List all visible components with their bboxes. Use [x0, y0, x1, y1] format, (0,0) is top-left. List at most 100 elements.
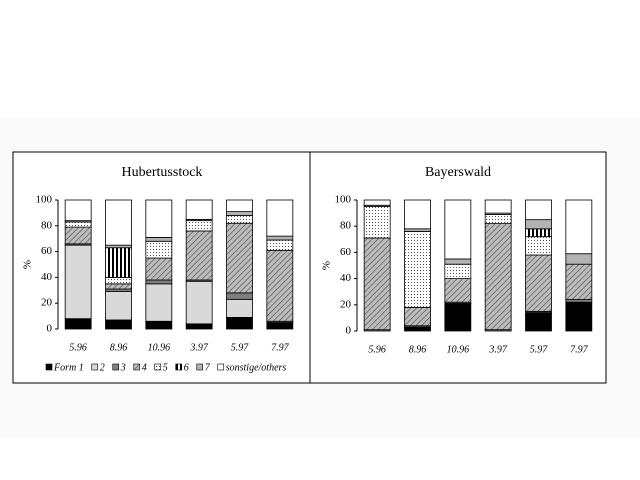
x-tick-label: 5.96: [368, 344, 386, 355]
bar-segment: [266, 239, 294, 251]
x-tick-label: 5.96: [69, 342, 87, 353]
y-tick-label: 100: [36, 194, 53, 206]
x-tick-label: 7.97: [570, 344, 589, 355]
y-tick-label: 60: [41, 245, 53, 257]
y-tick-label: 80: [41, 219, 53, 231]
bar-segment: [363, 199, 391, 206]
x-tick-label: 8.96: [110, 342, 128, 353]
bar-segment: [185, 323, 213, 330]
bar-segment: [105, 283, 132, 290]
x-tick-label: 8.96: [409, 344, 427, 355]
bar-segment: [484, 223, 512, 331]
legend-swatch: [133, 363, 141, 371]
y-axis-label: %: [22, 260, 34, 269]
legend-label: 3: [120, 362, 126, 373]
bar-segment: [105, 247, 132, 278]
x-tick-label: 3.97: [488, 344, 508, 355]
bar-segment: [185, 230, 213, 281]
bar-segment: [404, 199, 431, 230]
bar-segment: [226, 316, 253, 330]
bar-segment: [145, 240, 173, 259]
y-tick-label: 40: [41, 271, 53, 283]
bar-segment: [444, 263, 472, 280]
bar-segment: [226, 215, 253, 224]
legend-swatch: [175, 363, 183, 371]
bar-segment: [185, 280, 213, 325]
bar-segment: [525, 228, 552, 238]
chart-title: Bayerswald: [425, 165, 491, 180]
y-tick-label: 0: [47, 323, 53, 335]
bar-segment: [525, 199, 552, 221]
legend-label: sonstige/others: [226, 362, 287, 373]
bar-segment: [226, 199, 253, 213]
bar-segment: [525, 219, 552, 230]
bar-segment: [64, 226, 92, 245]
bar-segment: [565, 253, 593, 265]
bar-segment: [404, 326, 431, 332]
legend-swatch: [112, 363, 120, 371]
bar-segment: [145, 279, 173, 285]
bar-segment: [444, 258, 472, 265]
bar-segment: [565, 301, 593, 332]
bar-segment: [145, 199, 173, 238]
bar-segment: [444, 199, 472, 260]
x-tick-label: 5.97: [231, 342, 250, 353]
y-axis-label: %: [321, 261, 333, 270]
y-tick-label: 0: [346, 325, 352, 337]
legend-swatch: [45, 363, 53, 371]
bar-segment: [145, 320, 173, 330]
bar-segment: [64, 221, 92, 228]
bar-segment: [145, 257, 173, 281]
x-tick-label: 10.96: [447, 344, 470, 355]
bar-segment: [484, 214, 512, 224]
bar-segment: [105, 319, 132, 330]
bar-segment: [363, 206, 391, 239]
bar-segment: [145, 237, 173, 242]
bar-segment: [226, 298, 253, 318]
legend-label: 4: [142, 362, 147, 373]
y-tick-label: 20: [340, 298, 352, 310]
bar-segment: [484, 199, 512, 214]
bar-segment: [105, 291, 132, 321]
legend-swatch: [154, 363, 162, 371]
bar-segment: [105, 199, 132, 246]
bar-segment: [266, 322, 294, 330]
bar-segment: [266, 199, 294, 237]
bar-segment: [363, 237, 391, 331]
bar-segment: [444, 303, 472, 332]
y-tick-label: 100: [335, 194, 352, 206]
legend-label: 2: [100, 362, 105, 373]
y-tick-label: 60: [340, 246, 352, 258]
bar-segment: [266, 249, 294, 322]
bar-segment: [404, 231, 431, 308]
bar-segment: [525, 312, 552, 332]
bar-segment: [266, 235, 294, 241]
bar-segment: [105, 276, 132, 285]
bar-segment: [64, 199, 92, 222]
x-tick-label: 7.97: [271, 342, 290, 353]
bar-segment: [185, 220, 213, 232]
x-tick-label: 5.97: [530, 344, 549, 355]
legend-swatch: [196, 363, 204, 371]
bar-segment: [64, 244, 92, 320]
bar-segment: [226, 222, 253, 294]
x-tick-label: 3.97: [189, 342, 209, 353]
bar-segment: [226, 211, 253, 216]
legend-label: 6: [184, 362, 189, 373]
y-tick-label: 20: [41, 297, 53, 309]
bar-segment: [525, 236, 552, 256]
y-tick-label: 80: [340, 220, 352, 232]
bar-segment: [525, 254, 552, 312]
bar-segment: [404, 307, 431, 327]
bar-segment: [145, 283, 173, 322]
legend-swatch: [91, 363, 99, 371]
legend-label: Form 1: [53, 362, 84, 373]
chart-title: Hubertusstock: [122, 165, 203, 180]
bar-segment: [565, 263, 593, 300]
bar-segment: [565, 199, 593, 255]
bar-segment: [444, 278, 472, 303]
legend-label: 7: [205, 362, 211, 373]
legend-label: 5: [163, 362, 168, 373]
legend-swatch: [217, 363, 225, 371]
